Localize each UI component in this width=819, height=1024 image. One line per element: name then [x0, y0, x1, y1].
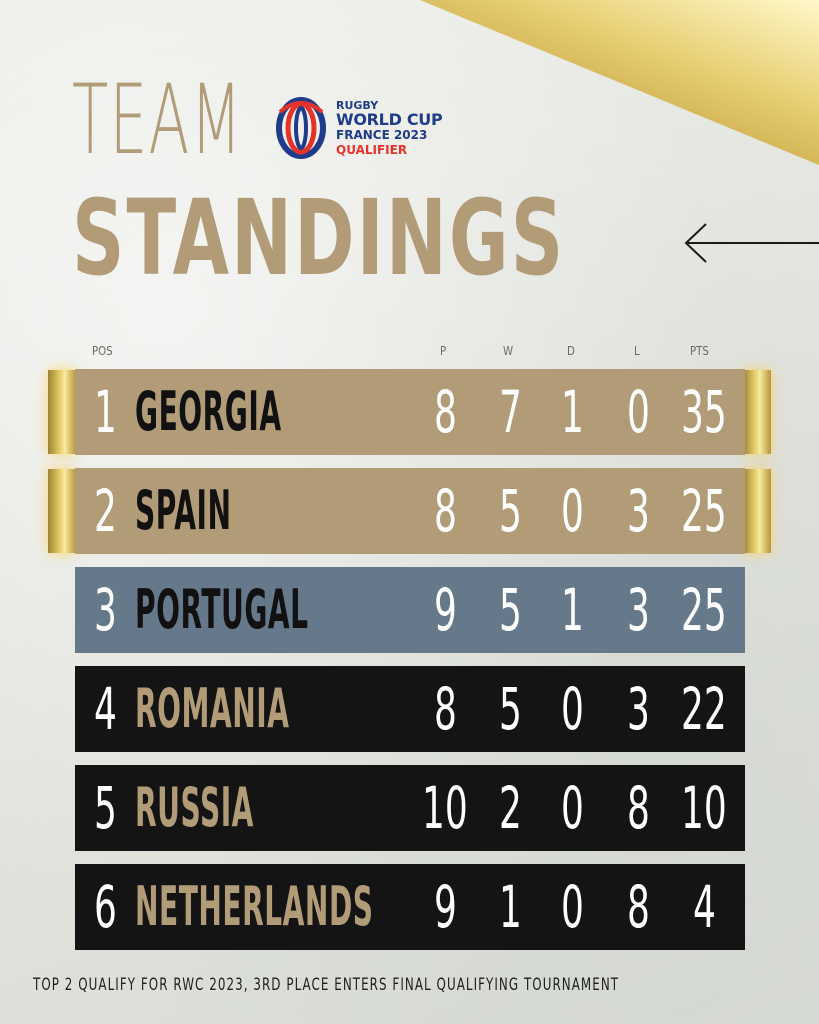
team-name-cell: RUSSIA	[135, 776, 254, 839]
drawn-cell: 1	[560, 378, 584, 446]
table-row: 4 ROMANIA 8 5 0 3 22	[75, 666, 745, 752]
position-cell: 4	[93, 675, 117, 743]
played-cell: 8	[433, 378, 457, 446]
played-cell: 9	[433, 873, 457, 941]
table-row: 2 SPAIN 8 5 0 3 25	[75, 468, 745, 554]
header-l: L	[634, 344, 640, 358]
position-cell: 2	[93, 477, 117, 545]
won-cell: 1	[498, 873, 522, 941]
logo-line-qualifier: QUALIFIER	[336, 143, 408, 157]
drawn-cell: 0	[560, 477, 584, 545]
team-name-cell: SPAIN	[135, 479, 232, 542]
points-cell: 25	[681, 576, 727, 644]
rugby-world-cup-logo: RUGBY WORLD CUP FRANCE 2023 QUALIFIER	[274, 92, 464, 160]
lost-cell: 8	[626, 873, 650, 941]
table-row: 1 GEORGIA 8 7 1 0 35	[75, 369, 745, 455]
lost-cell: 3	[626, 675, 650, 743]
gold-tab-left	[48, 370, 76, 454]
gold-tab-left	[48, 469, 76, 553]
lost-cell: 8	[626, 774, 650, 842]
position-cell: 6	[93, 873, 117, 941]
position-cell: 3	[93, 576, 117, 644]
arrow-left-icon	[684, 223, 819, 263]
played-cell: 8	[433, 675, 457, 743]
position-cell: 5	[93, 774, 117, 842]
logo-line-world-cup: WORLD CUP	[336, 110, 443, 129]
drawn-cell: 1	[560, 576, 584, 644]
logo-text: RUGBY WORLD CUP FRANCE 2023 QUALIFIER	[336, 99, 443, 157]
table-row: 6 NETHERLANDS 9 1 0 8 4	[75, 864, 745, 950]
header-pos: POS	[92, 344, 113, 358]
played-cell: 9	[433, 576, 457, 644]
title-team: TEAM	[72, 64, 243, 176]
gold-tab-right	[743, 370, 771, 454]
logo-line-rugby: RUGBY	[336, 99, 379, 112]
lost-cell: 3	[626, 477, 650, 545]
team-name-cell: ROMANIA	[135, 677, 290, 740]
table-row: 5 RUSSIA 10 2 0 8 10	[75, 765, 745, 851]
points-cell: 22	[681, 675, 727, 743]
header-p: P	[440, 344, 447, 358]
won-cell: 5	[498, 477, 522, 545]
won-cell: 7	[498, 378, 522, 446]
lost-cell: 0	[626, 378, 650, 446]
gold-tab-right	[743, 469, 771, 553]
points-cell: 10	[681, 774, 727, 842]
team-name-cell: NETHERLANDS	[135, 875, 374, 938]
played-cell: 10	[422, 774, 468, 842]
won-cell: 5	[498, 576, 522, 644]
header-d: D	[567, 344, 575, 358]
footer-note: TOP 2 QUALIFY FOR RWC 2023, 3RD PLACE EN…	[33, 975, 620, 995]
logo-line-france-2023: FRANCE 2023	[336, 128, 428, 142]
drawn-cell: 0	[560, 774, 584, 842]
points-cell: 25	[681, 477, 727, 545]
played-cell: 8	[433, 477, 457, 545]
team-name-cell: PORTUGAL	[135, 578, 309, 641]
position-cell: 1	[93, 378, 117, 446]
header-pts: PTS	[690, 344, 709, 358]
title-standings: STANDINGS	[72, 177, 566, 299]
drawn-cell: 0	[560, 873, 584, 941]
team-name-cell: GEORGIA	[135, 380, 282, 443]
won-cell: 2	[498, 774, 522, 842]
drawn-cell: 0	[560, 675, 584, 743]
table-row: 3 PORTUGAL 9 5 1 3 25	[75, 567, 745, 653]
header-w: W	[503, 344, 514, 358]
rugby-world-cup-logo-icon	[276, 97, 326, 159]
won-cell: 5	[498, 675, 522, 743]
points-cell: 35	[681, 378, 727, 446]
lost-cell: 3	[626, 576, 650, 644]
points-cell: 4	[692, 873, 716, 941]
